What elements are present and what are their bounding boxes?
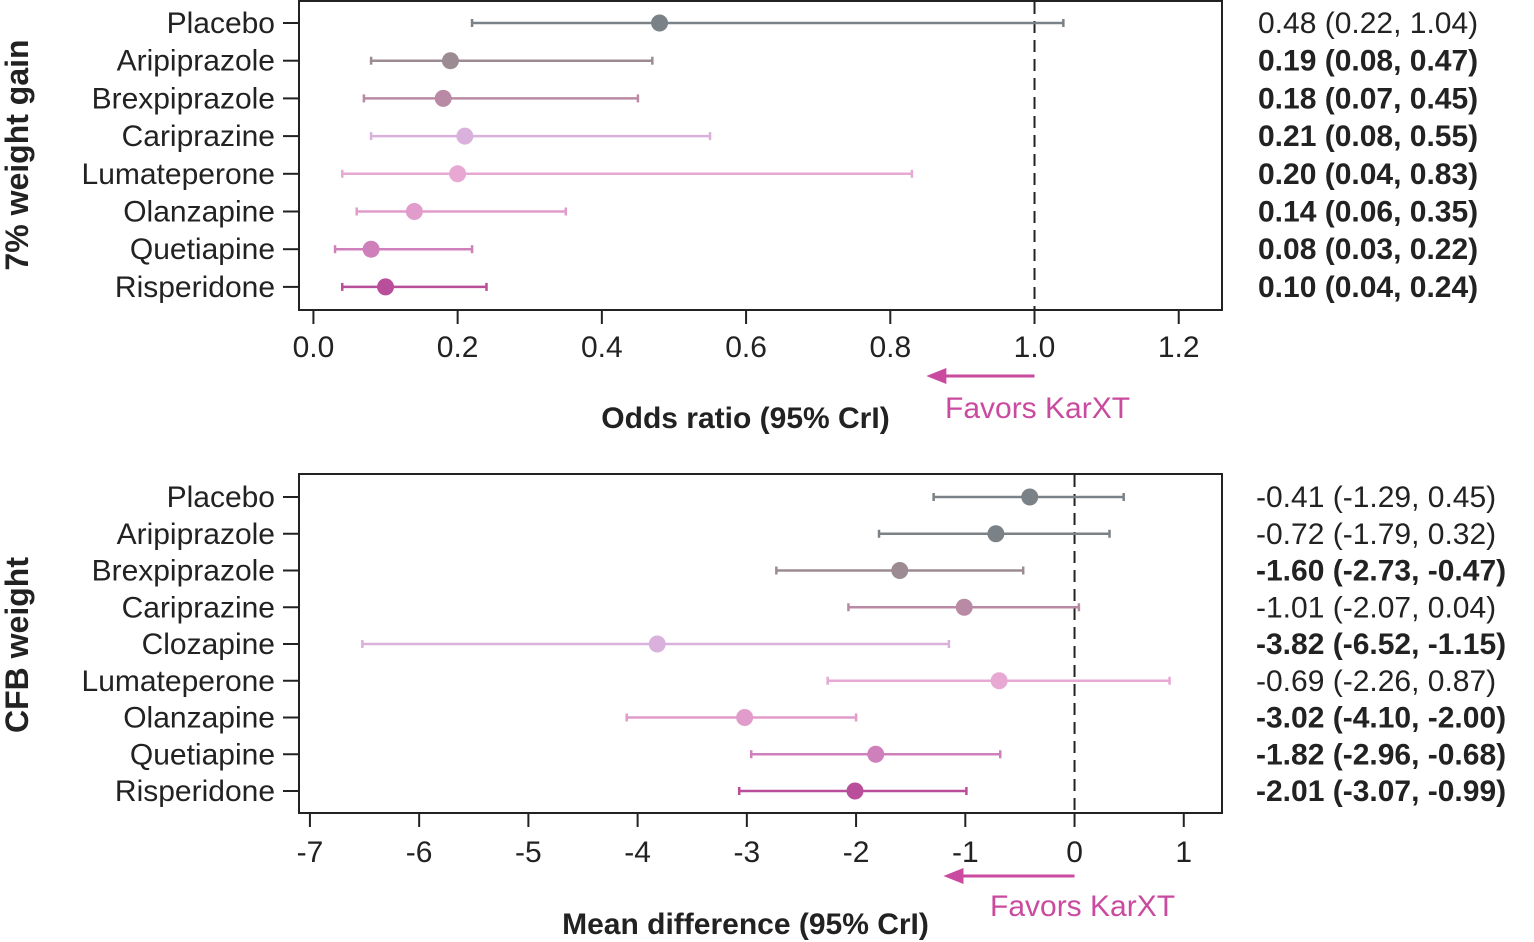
forest-row: Lumateperone 0.20 (0.04, 0.83) <box>82 158 1479 191</box>
forest-row: Olanzapine 0.14 (0.06, 0.35) <box>123 196 1478 229</box>
estimate-label: 0.20 (0.04, 0.83) <box>1258 158 1478 191</box>
forest-row: Cariprazine 0.21 (0.08, 0.55) <box>122 120 1479 153</box>
x-tick-label: -3 <box>734 836 761 869</box>
row-label: Placebo <box>167 7 275 40</box>
estimate-label: -0.72 (-1.79, 0.32) <box>1256 518 1496 551</box>
x-tick-label: 0.4 <box>581 331 623 364</box>
estimate-label: 0.14 (0.06, 0.35) <box>1258 196 1478 229</box>
point-estimate <box>1021 488 1039 506</box>
row-label: Lumateperone <box>82 158 275 191</box>
x-tick-label: -7 <box>297 836 324 869</box>
x-tick-label: 0.0 <box>293 331 335 364</box>
row-label: Risperidone <box>115 271 275 304</box>
point-estimate <box>651 14 669 32</box>
row-label: Clozapine <box>142 628 275 661</box>
row-label: Brexpiprazole <box>92 82 275 115</box>
x-tick-label: 0 <box>1066 836 1083 869</box>
favors-arrow-head <box>926 368 947 384</box>
x-tick-label: 0.6 <box>725 331 767 364</box>
row-label: Lumateperone <box>82 665 275 698</box>
estimate-label: 0.19 (0.08, 0.47) <box>1258 45 1478 78</box>
x-tick-label: 1.2 <box>1158 331 1200 364</box>
row-label: Placebo <box>167 481 275 514</box>
forest-row: Cariprazine -1.01 (-2.07, 0.04) <box>122 591 1497 624</box>
point-estimate <box>846 782 864 800</box>
row-label: Quetiapine <box>130 233 275 266</box>
row-label: Aripiprazole <box>117 518 275 551</box>
forest-row: Risperidone -2.01 (-3.07, -0.99) <box>115 775 1506 808</box>
estimate-label: -0.41 (-1.29, 0.45) <box>1256 481 1496 514</box>
point-estimate <box>434 89 452 107</box>
estimate-label: -1.01 (-2.07, 0.04) <box>1256 591 1496 624</box>
favors-label: Favors KarXT <box>990 890 1175 923</box>
estimate-label: -2.01 (-3.07, -0.99) <box>1256 775 1506 808</box>
x-axis-title: Odds ratio (95% CrI) <box>601 402 889 435</box>
estimate-label: 0.08 (0.03, 0.22) <box>1258 233 1478 266</box>
x-tick-label: 1 <box>1175 836 1192 869</box>
point-estimate <box>990 672 1008 690</box>
x-tick-label: 0.2 <box>437 331 479 364</box>
point-estimate <box>867 745 885 763</box>
favors-label: Favors KarXT <box>945 392 1130 425</box>
point-estimate <box>377 278 395 296</box>
estimate-label: 0.18 (0.07, 0.45) <box>1258 82 1478 115</box>
estimate-label: -1.82 (-2.96, -0.68) <box>1256 738 1506 771</box>
row-label: Cariprazine <box>122 120 275 153</box>
x-tick-label: -6 <box>406 836 433 869</box>
panel-title: CFB weight <box>0 557 35 733</box>
row-label: Risperidone <box>115 775 275 808</box>
forest-row: Aripiprazole 0.19 (0.08, 0.47) <box>117 45 1479 78</box>
row-label: Quetiapine <box>130 738 275 771</box>
x-tick-label: 1.0 <box>1014 331 1056 364</box>
point-estimate <box>441 52 459 70</box>
x-tick-label: -2 <box>843 836 870 869</box>
forest-row: Clozapine -3.82 (-6.52, -1.15) <box>142 628 1507 661</box>
x-tick-label: -1 <box>952 836 979 869</box>
favors-arrow-head <box>943 868 964 884</box>
estimate-label: 0.21 (0.08, 0.55) <box>1258 120 1478 153</box>
point-estimate <box>456 127 474 145</box>
row-label: Aripiprazole <box>117 45 275 78</box>
weight-gain-panel: 0.0 0.2 0.4 0.6 0.8 1.0 1.2 Odds ratio (95% CrI… <box>0 0 1479 435</box>
point-estimate <box>736 709 754 726</box>
point-estimate <box>987 525 1005 543</box>
row-label: Cariprazine <box>122 591 275 624</box>
estimate-label: -1.60 (-2.73, -0.47) <box>1256 555 1506 588</box>
forest-row: Lumateperone -0.69 (-2.26, 0.87) <box>82 665 1497 698</box>
panel-title: 7% weight gain <box>0 39 35 270</box>
row-label: Brexpiprazole <box>92 555 275 588</box>
plot-frame <box>298 0 1223 311</box>
forest-row: Olanzapine -3.02 (-4.10, -2.00) <box>123 702 1506 735</box>
point-estimate <box>449 165 467 183</box>
forest-row: Brexpiprazole -1.60 (-2.73, -0.47) <box>92 555 1507 588</box>
x-tick-label: -4 <box>624 836 651 869</box>
cfb-weight-panel: -7 -6 -5 -4 -3 -2 -1 0 1 Mean difference (95% CrI… <box>0 473 1507 941</box>
estimate-label: 0.48 (0.22, 1.04) <box>1258 7 1478 40</box>
point-estimate <box>648 635 666 653</box>
row-label: Olanzapine <box>123 196 275 229</box>
x-tick-label: 0.8 <box>869 331 911 364</box>
forest-row: Placebo -0.41 (-1.29, 0.45) <box>167 481 1497 514</box>
estimate-label: -0.69 (-2.26, 0.87) <box>1256 665 1496 698</box>
x-axis-title: Mean difference (95% CrI) <box>562 908 929 941</box>
point-estimate <box>405 203 423 220</box>
forest-row: Aripiprazole -0.72 (-1.79, 0.32) <box>117 518 1497 551</box>
row-label: Olanzapine <box>123 702 275 735</box>
x-tick-label: -5 <box>515 836 542 869</box>
forest-row: Quetiapine 0.08 (0.03, 0.22) <box>130 233 1478 266</box>
point-estimate <box>891 562 909 579</box>
forest-row: Brexpiprazole 0.18 (0.07, 0.45) <box>92 82 1479 115</box>
estimate-label: -3.02 (-4.10, -2.00) <box>1256 702 1506 735</box>
estimate-label: -3.82 (-6.52, -1.15) <box>1256 628 1506 661</box>
point-estimate <box>955 598 973 616</box>
estimate-label: 0.10 (0.04, 0.24) <box>1258 271 1478 304</box>
forest-row: Risperidone 0.10 (0.04, 0.24) <box>115 271 1478 304</box>
point-estimate <box>362 240 380 258</box>
forest-row: Placebo 0.48 (0.22, 1.04) <box>167 7 1479 40</box>
forest-row: Quetiapine -1.82 (-2.96, -0.68) <box>130 738 1506 771</box>
